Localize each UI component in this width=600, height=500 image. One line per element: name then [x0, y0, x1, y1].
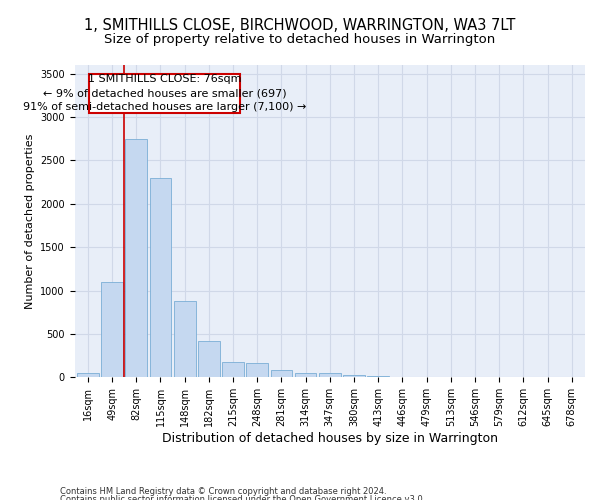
- Text: Contains HM Land Registry data © Crown copyright and database right 2024.: Contains HM Land Registry data © Crown c…: [60, 488, 386, 496]
- Bar: [222, 362, 244, 378]
- X-axis label: Distribution of detached houses by size in Warrington: Distribution of detached houses by size …: [162, 432, 498, 445]
- Y-axis label: Number of detached properties: Number of detached properties: [25, 134, 35, 309]
- Bar: [247, 362, 268, 378]
- Bar: [367, 376, 389, 378]
- Bar: [343, 375, 365, 378]
- Bar: [198, 341, 220, 378]
- Text: Size of property relative to detached houses in Warrington: Size of property relative to detached ho…: [104, 32, 496, 46]
- Bar: [271, 370, 292, 378]
- Bar: [295, 372, 316, 378]
- Bar: [89, 74, 240, 112]
- Bar: [77, 373, 99, 378]
- Bar: [174, 301, 196, 378]
- Text: Contains public sector information licensed under the Open Government Licence v3: Contains public sector information licen…: [60, 495, 425, 500]
- Bar: [149, 178, 172, 378]
- Bar: [319, 373, 341, 378]
- Bar: [101, 282, 123, 378]
- Text: 1 SMITHILLS CLOSE: 76sqm
← 9% of detached houses are smaller (697)
91% of semi-d: 1 SMITHILLS CLOSE: 76sqm ← 9% of detache…: [23, 74, 307, 112]
- Bar: [125, 138, 147, 378]
- Text: 1, SMITHILLS CLOSE, BIRCHWOOD, WARRINGTON, WA3 7LT: 1, SMITHILLS CLOSE, BIRCHWOOD, WARRINGTO…: [85, 18, 515, 32]
